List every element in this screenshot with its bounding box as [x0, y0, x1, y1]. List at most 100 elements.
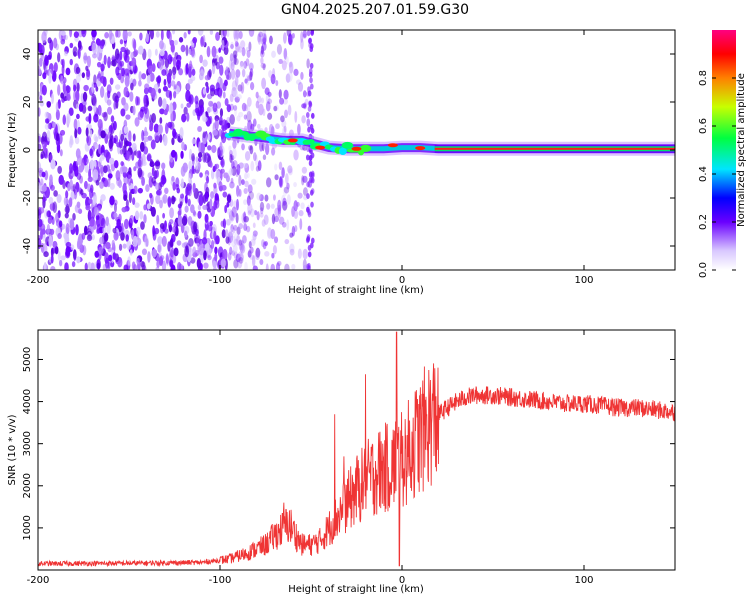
noise-speck: [72, 249, 77, 260]
noise-speck: [130, 229, 135, 240]
noise-speck: [249, 145, 254, 155]
noise-speck: [76, 113, 80, 120]
noise-speck: [157, 124, 163, 135]
noise-speck: [53, 190, 58, 197]
noise-speck: [202, 59, 208, 67]
noise-speck: [175, 59, 181, 70]
noise-speck: [50, 247, 54, 258]
noise-speck: [190, 46, 196, 57]
noise-speck: [172, 101, 177, 111]
noise-speck: [87, 261, 92, 270]
noise-speck: [155, 194, 161, 205]
noise-speck: [127, 31, 132, 37]
noise-speck: [199, 245, 205, 256]
noise-speck: [107, 90, 111, 99]
noise-speck: [149, 121, 153, 131]
x-tick-label: 0: [399, 575, 405, 586]
noise-speck: [103, 149, 110, 158]
noise-speck: [48, 196, 54, 204]
noise-speck: [43, 251, 49, 258]
noise-speck: [139, 141, 145, 152]
noise-speck: [140, 260, 145, 268]
noise-speck: [169, 207, 174, 219]
noise-speck: [145, 184, 150, 193]
noise-speck: [58, 220, 63, 228]
noise-speck: [197, 126, 202, 133]
y-tick-label: 20: [22, 96, 33, 109]
noise-speck: [192, 182, 196, 194]
noise-speck: [151, 113, 157, 124]
noise-speck: [44, 56, 49, 66]
noise-speck: [302, 187, 308, 197]
noise-speck: [47, 122, 51, 130]
noise-speck: [169, 259, 174, 268]
noise-speck: [123, 264, 129, 270]
noise-speck: [198, 194, 204, 206]
noise-speck: [228, 145, 232, 152]
noise-speck: [92, 195, 96, 206]
noise-speck: [214, 163, 217, 172]
noise-speck: [108, 30, 113, 41]
noise-speck: [134, 210, 140, 221]
noise-speck: [40, 151, 45, 159]
noise-speck: [274, 207, 280, 217]
noise-speck: [222, 124, 229, 130]
noise-speck: [38, 136, 41, 143]
ridge-blob: [360, 144, 372, 153]
noise-speck: [259, 194, 264, 202]
noise-speck: [187, 48, 192, 55]
noise-speck: [110, 115, 115, 123]
noise-speck: [209, 198, 213, 210]
noise-speck: [123, 218, 129, 230]
noise-speck: [229, 114, 235, 125]
noise-speck: [204, 192, 209, 203]
noise-speck: [199, 54, 203, 64]
noise-speck: [289, 61, 294, 74]
noise-speck: [245, 58, 250, 67]
noise-speck: [207, 255, 212, 261]
noise-speck: [238, 257, 244, 264]
noise-speck: [128, 191, 132, 204]
x-tick-label: -100: [209, 575, 232, 586]
noise-speck: [203, 116, 208, 122]
noise-speck: [176, 262, 182, 270]
x-tick-label: 100: [574, 575, 593, 586]
noise-speck: [158, 58, 164, 70]
noise-speck: [38, 68, 42, 76]
noise-speck: [146, 74, 151, 84]
noise-speck: [172, 131, 178, 139]
noise-speck: [296, 201, 300, 207]
noise-speck: [119, 39, 124, 45]
noise-speck: [218, 116, 223, 125]
noise-speck: [41, 131, 48, 144]
ridge-peak: [351, 146, 362, 151]
noise-speck: [188, 238, 194, 247]
noise-speck: [73, 118, 78, 131]
noise-speck: [281, 221, 287, 228]
noise-speck: [307, 86, 311, 93]
noise-speck: [122, 30, 128, 41]
noise-speck: [151, 63, 156, 72]
noise-speck: [156, 214, 160, 225]
spectrogram-x-label: Height of straight line (km): [288, 285, 424, 296]
noise-speck: [69, 30, 73, 38]
noise-speck: [151, 248, 157, 258]
noise-speck: [310, 176, 314, 183]
noise-speck: [238, 46, 242, 53]
noise-speck: [230, 43, 234, 50]
noise-speck: [239, 244, 246, 254]
noise-speck: [179, 193, 185, 199]
noise-speck: [39, 207, 45, 214]
noise-speck: [73, 84, 77, 92]
noise-speck: [245, 74, 250, 86]
noise-speck: [181, 141, 185, 151]
noise-speck: [252, 265, 258, 270]
snr-y-label: SNR (10 * v/v): [7, 414, 18, 485]
noise-speck: [166, 72, 172, 85]
noise-speck: [244, 150, 251, 161]
noise-speck: [173, 221, 177, 228]
noise-speck: [211, 45, 217, 58]
noise-speck: [194, 95, 199, 105]
noise-speck: [168, 224, 173, 233]
